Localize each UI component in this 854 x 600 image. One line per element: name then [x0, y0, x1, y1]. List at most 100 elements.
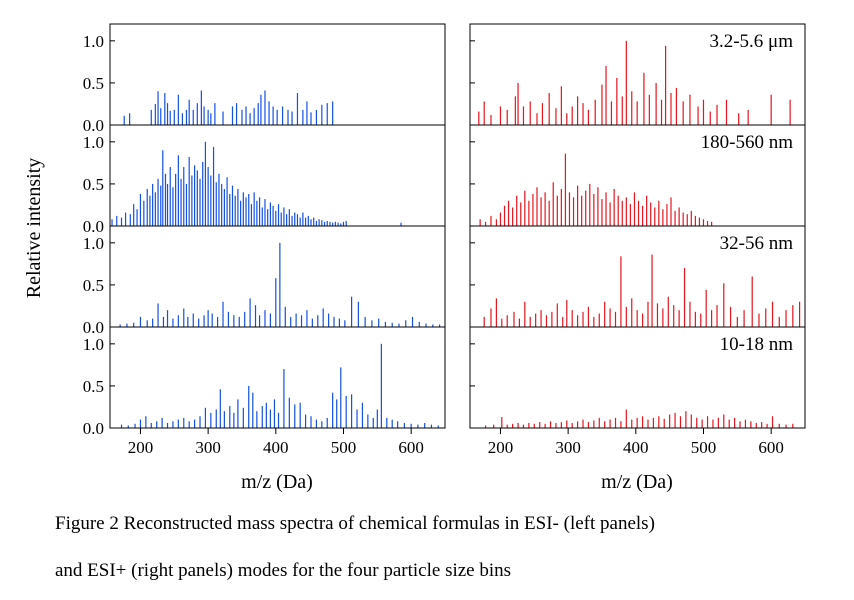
spectrum-bar — [120, 424, 123, 428]
spectrum-bar — [315, 419, 318, 428]
spectrum-bar — [544, 423, 546, 428]
spectrum-bar — [709, 111, 711, 125]
spectrum-bar — [157, 91, 159, 125]
spectrum-bar — [231, 106, 234, 125]
spectrum-bar — [629, 204, 631, 226]
spectrum-bar — [200, 90, 202, 125]
spectrum-bar — [425, 323, 427, 327]
spectrum-bar — [698, 217, 701, 226]
spectrum-bar — [313, 217, 315, 226]
spectrum-bar — [272, 106, 274, 125]
spectrum-bar — [221, 183, 223, 226]
spectrum-bar — [177, 155, 179, 226]
spectrum-bar — [199, 416, 201, 428]
spectrum-bar — [593, 420, 595, 428]
spectrum-bar — [744, 419, 747, 428]
spectrum-bar — [646, 195, 648, 226]
spectrum-bar — [172, 187, 174, 226]
spectrum-bar — [152, 183, 154, 226]
spectrum-bar — [522, 424, 525, 428]
spectrum-bar — [344, 320, 346, 327]
spectrum-bar — [609, 419, 611, 428]
spectrum-bar — [304, 217, 307, 226]
spectrum-bar — [299, 217, 301, 226]
spectrum-bar — [337, 222, 339, 226]
spectrum-bar — [686, 214, 688, 226]
spectrum-bar — [240, 200, 242, 226]
spectrum-bar — [631, 91, 633, 125]
spectrum-bar — [685, 411, 687, 428]
spectrum-bar — [673, 305, 675, 327]
spectrum-bar — [260, 94, 262, 125]
spectrum-bar — [483, 316, 485, 327]
spectrum-bar — [647, 419, 649, 428]
spectrum-bar — [269, 202, 271, 226]
spectrum-bar — [207, 167, 209, 226]
spectrum-bar — [210, 412, 212, 428]
spectrum-bar — [765, 308, 767, 327]
spectrum-bar — [536, 187, 538, 226]
spectrum-bar — [242, 192, 244, 226]
spectrum-bar — [294, 404, 296, 428]
spectrum-bar — [226, 177, 228, 226]
spectrum-bar — [169, 110, 171, 125]
spectrum-bar — [391, 419, 393, 428]
spectrum-bar — [116, 215, 118, 226]
spectrum-panel-esi-neg-4: 0.0 0.5 1.0 200 300 400 500 600 — [83, 326, 446, 457]
spectrum-bar — [123, 115, 125, 125]
spectrum-bar — [152, 318, 154, 327]
y-tick-label: 0.5 — [83, 377, 104, 396]
spectrum-bar — [551, 311, 553, 327]
spectrum-bar — [432, 324, 434, 327]
spectrum-bar — [785, 424, 787, 428]
figure-caption-line-2: and ESI+ (right panels) modes for the fo… — [55, 560, 512, 581]
spectrum-bar — [276, 109, 278, 125]
spectrum-bar — [302, 212, 304, 226]
spectrum-bar — [332, 392, 334, 428]
spectrum-bar — [587, 109, 590, 125]
y-tick-label: 1.0 — [83, 133, 104, 152]
y-axis-title: Relative intensity — [23, 158, 45, 299]
spectrum-bar — [172, 318, 174, 327]
spectrum-bar — [682, 212, 684, 226]
spectrum-bar — [376, 409, 378, 428]
size-bin-label: 32-56 nm — [720, 233, 794, 254]
size-bin-label: 180-560 nm — [701, 132, 794, 153]
spectrum-bar — [507, 200, 510, 226]
spectrum-bar — [778, 316, 780, 327]
spectrum-bar — [215, 409, 217, 428]
spectrum-bar — [417, 424, 419, 428]
spectrum-bar — [302, 109, 304, 125]
spectrum-bar — [126, 323, 128, 327]
spectrum-bar — [675, 87, 678, 125]
spectrum-bar — [522, 106, 525, 125]
spectrum-bar — [621, 200, 623, 226]
spectrum-bar — [725, 99, 728, 125]
spectrum-bar — [766, 423, 768, 428]
spectrum-bar — [235, 103, 238, 125]
spectrum-bar — [162, 316, 165, 327]
spectrum-bar — [533, 423, 535, 428]
spectrum-bar — [227, 311, 230, 327]
spectrum-bar — [332, 222, 334, 226]
spectrum-bar — [484, 221, 487, 226]
spectrum-bar — [712, 419, 714, 428]
spectrum-bar — [398, 323, 400, 327]
spectrum-bar — [545, 315, 548, 327]
spectrum-bar — [272, 205, 274, 226]
spectrum-bar — [729, 306, 732, 327]
spectrum-bar — [620, 256, 622, 327]
spectrum-bar — [549, 421, 552, 428]
spectrum-bar — [666, 204, 668, 226]
spectrum-bar — [478, 111, 480, 125]
spectrum-bar — [194, 165, 196, 226]
spectrum-bar — [252, 392, 254, 428]
spectrum-bar — [529, 316, 531, 327]
spectrum-bar — [585, 190, 587, 226]
spectrum-bar — [490, 215, 492, 226]
spectrum-bar — [670, 93, 672, 125]
spectrum-bar — [264, 199, 266, 226]
spectrum-bar — [631, 419, 633, 428]
spectrum-bar — [198, 318, 200, 327]
spectrum-bar — [211, 313, 213, 327]
